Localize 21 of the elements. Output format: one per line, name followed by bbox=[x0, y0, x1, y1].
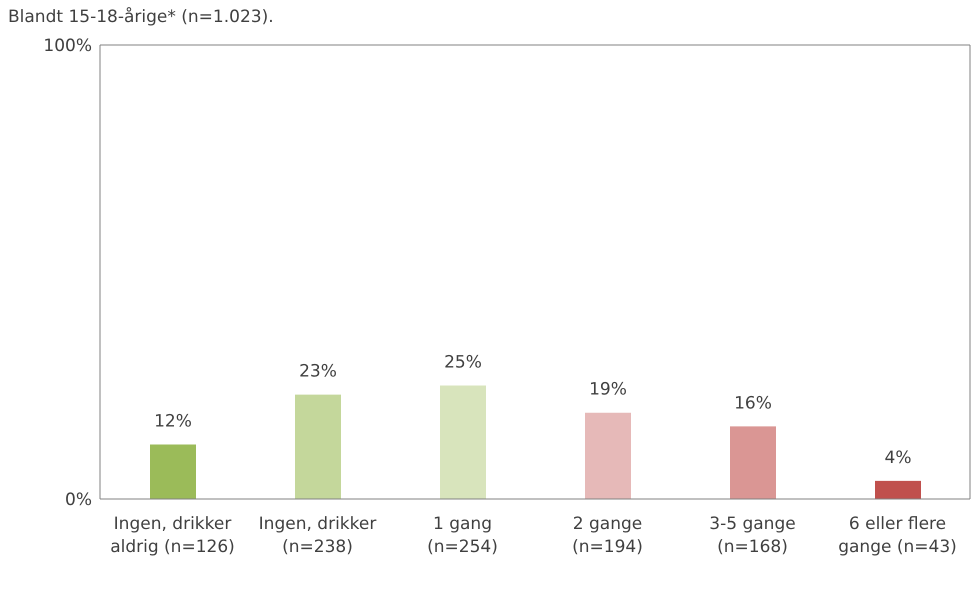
bar bbox=[730, 426, 776, 499]
bar bbox=[875, 480, 921, 499]
bar bbox=[150, 444, 196, 499]
bar bbox=[585, 412, 631, 499]
data-label: 4% bbox=[884, 448, 912, 468]
x-tick-label: 2 gange (n=194) bbox=[572, 514, 643, 557]
data-label: 25% bbox=[444, 352, 482, 372]
data-label: 12% bbox=[154, 412, 192, 432]
x-tick-label: Ingen, drikker aldrig (n=126) bbox=[110, 514, 235, 557]
x-tick-label: 3-5 gange (n=168) bbox=[709, 514, 796, 557]
y-tick-label: 0% bbox=[65, 490, 92, 510]
x-tick-label: Ingen, drikker (n=238) bbox=[258, 514, 376, 557]
x-tick-label: 6 eller flere gange (n=43) bbox=[838, 514, 957, 557]
bar bbox=[440, 386, 486, 499]
data-label: 23% bbox=[299, 362, 337, 382]
bar bbox=[295, 394, 341, 499]
x-tick-label: 1 gang (n=254) bbox=[427, 514, 498, 557]
chart-title: Blandt 15-18-årige* (n=1.023). bbox=[8, 7, 275, 29]
y-tick-label: 100% bbox=[43, 36, 92, 56]
data-label: 19% bbox=[589, 380, 627, 400]
data-label: 16% bbox=[734, 393, 772, 414]
